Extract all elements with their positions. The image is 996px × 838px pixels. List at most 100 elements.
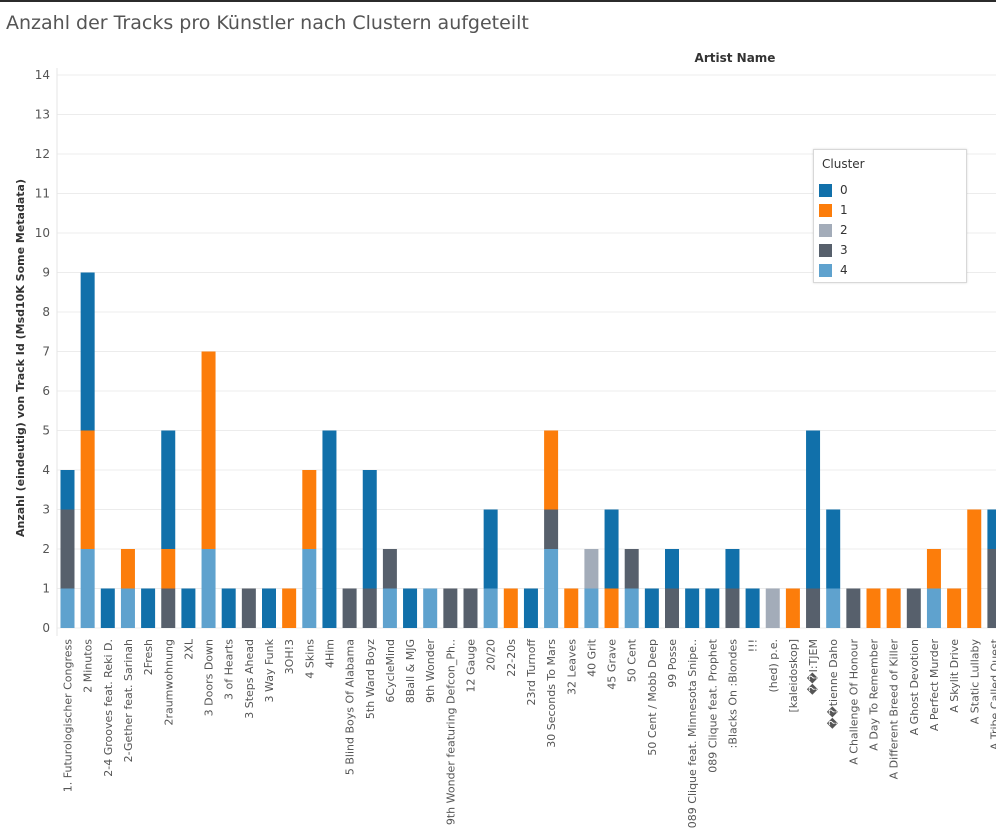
bar-segment-cluster-1[interactable] [947,588,962,629]
bar-segment-cluster-0[interactable] [665,549,679,589]
bar-segment-cluster-3[interactable] [725,588,740,629]
y-tick-label: 1 [42,582,50,596]
bar-segment-cluster-3[interactable] [443,588,458,629]
bar-segment-cluster-0[interactable] [362,470,377,589]
bar-segment-cluster-3[interactable] [161,588,176,629]
bar-segment-cluster-0[interactable] [987,509,996,550]
bar-segment-cluster-0[interactable] [80,272,95,431]
legend-item[interactable]: 3 [819,243,848,257]
y-axis-label: Anzahl (eindeutig) von Track Id (Msd10K … [14,179,27,537]
bar-segment-cluster-4[interactable] [926,588,941,629]
bar-segment-cluster-0[interactable] [262,588,276,629]
bar-segment-cluster-0[interactable] [322,430,337,629]
bar-segment-cluster-4[interactable] [120,588,135,629]
bar-segment-cluster-3[interactable] [846,588,861,629]
bar-segment-cluster-0[interactable] [725,549,740,589]
bar-segment-cluster-0[interactable] [181,588,196,629]
bar-segment-cluster-0[interactable] [483,509,498,589]
x-tick-label: 1. Futurologischer Congress [62,639,75,792]
bar-segment-cluster-4[interactable] [624,588,639,629]
bar-segment-cluster-3[interactable] [463,588,478,629]
bar-segment-cluster-0[interactable] [161,430,176,550]
bar-segment-cluster-0[interactable] [705,588,720,629]
x-tick-label: 22-20s [505,639,518,677]
x-tick-label: A Skylit Drive [948,639,961,713]
bar-segment-cluster-3[interactable] [60,509,75,589]
bar-segment-cluster-3[interactable] [362,588,377,629]
x-tick-label: 2 Minutos [82,639,95,693]
legend-item[interactable]: 1 [819,203,848,217]
bar-segment-cluster-3[interactable] [806,588,821,629]
x-tick-label: 23rd Turnoff [525,639,538,706]
bar-segment-cluster-4[interactable] [544,549,559,628]
legend-item[interactable]: 4 [819,263,848,277]
bar-segment-cluster-3[interactable] [382,549,397,589]
bar-segment-cluster-4[interactable] [80,549,95,628]
bar-segment-cluster-2[interactable] [584,549,599,589]
bar-segment-cluster-1[interactable] [161,549,176,589]
x-tick-label: 9th Wonder featuring Defcon_Ph.. [444,639,457,825]
bar-segment-cluster-0[interactable] [644,588,659,629]
bar-segment-cluster-1[interactable] [80,430,95,550]
bars [60,272,996,629]
legend[interactable]: Cluster 0 1 2 3 4 [813,149,967,283]
bar-segment-cluster-0[interactable] [523,588,538,629]
x-tick-label: 40 Grit [585,638,598,677]
bar-segment-cluster-1[interactable] [967,509,982,629]
bar-segment-cluster-4[interactable] [826,588,841,629]
bar-segment-cluster-1[interactable] [302,470,317,549]
bar-segment-cluster-0[interactable] [100,588,115,629]
y-tick-label: 11 [35,187,50,201]
bar-segment-cluster-0[interactable] [806,430,821,589]
bar-segment-cluster-0[interactable] [826,509,841,589]
bar-segment-cluster-1[interactable] [544,430,559,510]
legend-label: 1 [840,203,848,217]
bar-segment-cluster-1[interactable] [201,351,216,550]
bar-segment-cluster-3[interactable] [241,588,256,629]
bar-segment-cluster-0[interactable] [221,588,236,629]
x-tick-label: 3 Way Funk [263,638,276,702]
bar-segment-cluster-1[interactable] [604,588,619,629]
y-tick-label: 13 [35,108,50,122]
bar-segment-cluster-4[interactable] [201,549,216,628]
x-tick-label: ��tienne Daho [827,639,840,729]
bar-segment-cluster-4[interactable] [302,549,317,628]
bar-segment-cluster-3[interactable] [544,509,559,550]
bar-segment-cluster-0[interactable] [141,588,156,629]
top-border [0,0,996,2]
x-tick-label: A Tribe Called Quest [988,638,996,750]
legend-item[interactable]: 2 [819,223,848,237]
bar-segment-cluster-3[interactable] [624,549,639,589]
legend-item[interactable]: 0 [819,183,848,197]
bar-segment-cluster-1[interactable] [886,588,901,629]
x-tick-label: 32 Leaves [565,639,578,695]
bar-segment-cluster-0[interactable] [403,588,418,629]
bar-segment-cluster-2[interactable] [765,588,780,629]
bar-segment-cluster-4[interactable] [584,588,599,629]
bar-segment-cluster-4[interactable] [60,588,75,629]
bar-segment-cluster-1[interactable] [120,549,135,589]
bar-segment-cluster-3[interactable] [342,588,357,629]
bar-segment-cluster-1[interactable] [926,549,941,589]
x-tick-label: 2XL [182,638,195,660]
bar-segment-cluster-3[interactable] [987,549,996,628]
y-tick-label: 10 [35,226,50,240]
bar-segment-cluster-1[interactable] [564,588,579,629]
bar-segment-cluster-4[interactable] [423,588,438,629]
x-tick-label: A Different Breed of Killer [888,639,901,780]
bar-segment-cluster-1[interactable] [866,588,881,629]
bar-segment-cluster-1[interactable] [282,588,297,629]
bar-segment-cluster-0[interactable] [604,509,619,589]
bar-segment-cluster-3[interactable] [906,588,921,629]
x-tick-label: 2-Gether feat. Sarinah [122,639,135,762]
legend-label: 2 [840,223,848,237]
bar-segment-cluster-4[interactable] [382,588,397,629]
bar-segment-cluster-1[interactable] [503,588,518,629]
bar-segment-cluster-0[interactable] [685,588,700,629]
x-tick-label: 50 Cent [626,638,639,682]
bar-segment-cluster-4[interactable] [483,588,498,629]
bar-segment-cluster-0[interactable] [745,588,760,629]
bar-segment-cluster-1[interactable] [785,588,800,629]
bar-segment-cluster-3[interactable] [665,588,679,629]
bar-segment-cluster-0[interactable] [60,470,75,510]
